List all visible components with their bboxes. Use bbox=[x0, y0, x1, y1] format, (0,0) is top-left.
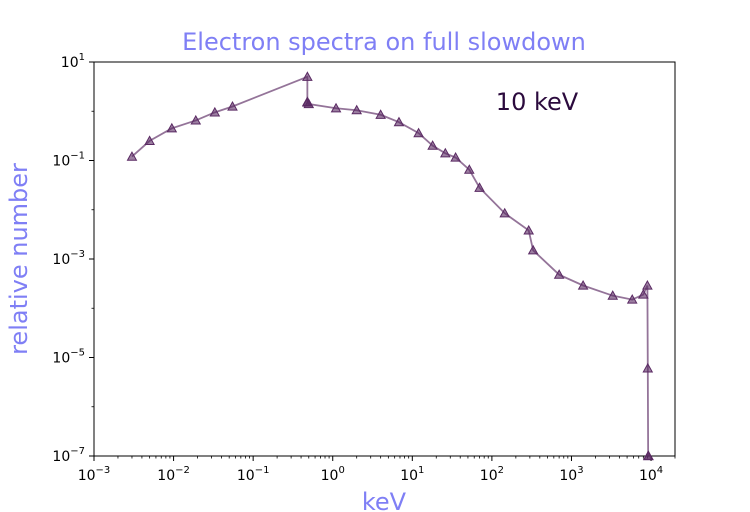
energy-annotation: 10 keV bbox=[496, 88, 579, 116]
data-point bbox=[393, 116, 405, 127]
data-point bbox=[626, 294, 638, 304]
data-point bbox=[126, 151, 138, 161]
x-tick-label: 103 bbox=[559, 465, 583, 484]
y-tick-label: 10−3 bbox=[52, 249, 85, 268]
x-tick-label: 10−2 bbox=[157, 465, 190, 484]
axis-ticks: 10−3 10−2 10−1 100 101 102 103 104 10−7 10−5 10−3 1… bbox=[52, 52, 676, 484]
data-point bbox=[413, 127, 424, 138]
chart-title: Electron spectra on full slowdown bbox=[182, 28, 586, 56]
data-point bbox=[190, 114, 202, 125]
data-point bbox=[439, 147, 451, 158]
data-point bbox=[527, 244, 539, 255]
data-point bbox=[553, 269, 565, 279]
data-point bbox=[351, 104, 363, 115]
series-group bbox=[126, 71, 654, 461]
data-point bbox=[637, 288, 649, 299]
data-point bbox=[227, 100, 238, 111]
data-point bbox=[144, 135, 155, 145]
y-tick-label: 10−5 bbox=[52, 348, 85, 367]
data-point bbox=[642, 279, 653, 290]
x-tick-label: 100 bbox=[321, 465, 345, 484]
x-tick-label: 10−1 bbox=[237, 465, 270, 484]
data-point bbox=[643, 450, 654, 461]
data-point bbox=[302, 71, 313, 81]
plot-frame bbox=[93, 61, 676, 457]
y-tick-label: 101 bbox=[61, 52, 85, 71]
data-point bbox=[166, 122, 178, 133]
data-point bbox=[463, 164, 475, 174]
data-point bbox=[577, 279, 589, 290]
x-tick-label: 101 bbox=[400, 465, 424, 484]
data-point bbox=[642, 362, 654, 373]
x-axis-label: keV bbox=[362, 488, 407, 512]
y-tick-label: 10−1 bbox=[52, 151, 85, 170]
data-point bbox=[303, 98, 315, 109]
data-point bbox=[375, 109, 386, 119]
data-point bbox=[450, 151, 461, 162]
y-axis-label: relative number bbox=[5, 163, 33, 355]
data-point bbox=[330, 102, 342, 113]
x-tick-label: 102 bbox=[480, 465, 504, 484]
data-point bbox=[499, 207, 511, 218]
data-point bbox=[209, 106, 221, 117]
series-line bbox=[131, 75, 650, 457]
x-tick-label: 104 bbox=[639, 465, 663, 484]
x-tick-label: 10−3 bbox=[78, 465, 111, 484]
data-point bbox=[474, 182, 485, 192]
data-point bbox=[427, 140, 438, 150]
data-point bbox=[607, 290, 619, 300]
y-tick-label: 10−7 bbox=[52, 446, 85, 465]
data-point bbox=[523, 224, 535, 235]
